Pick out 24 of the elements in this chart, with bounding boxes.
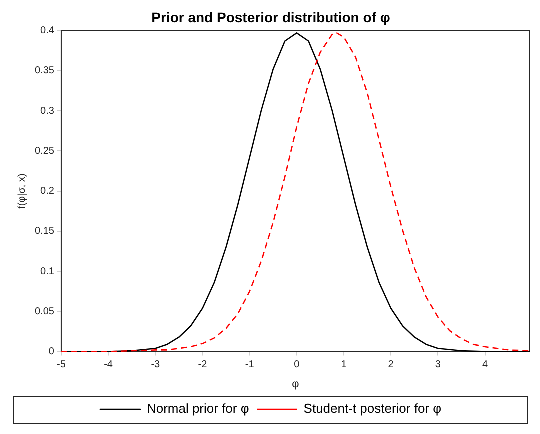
x-tick-label: -2 <box>198 360 208 371</box>
x-tick-label: 4 <box>482 360 488 371</box>
x-tick-label: 0 <box>294 360 300 371</box>
x-tick-label: -5 <box>57 360 66 371</box>
x-tick-label: 3 <box>435 360 442 371</box>
y-tick-label: 0.15 <box>34 226 55 238</box>
chart-title: Prior and Posterior distribution of φ <box>152 9 390 26</box>
y-tick-label: 0.25 <box>34 146 55 157</box>
y-tick-label: 0.4 <box>40 26 55 37</box>
x-tick-label: 1 <box>341 360 348 371</box>
y-axis-title: f(φ|σ, x) <box>16 174 28 209</box>
x-tick-label: -4 <box>104 360 114 371</box>
y-tick-label: 0.35 <box>34 66 55 77</box>
legend-label: Student-t posterior for φ <box>304 401 442 416</box>
x-tick-label: -3 <box>151 360 161 371</box>
x-tick-label: -1 <box>245 360 255 371</box>
y-tick-label: 0.1 <box>40 266 55 278</box>
y-tick-label: 0.05 <box>34 306 55 318</box>
y-tick-label: 0.2 <box>40 186 55 198</box>
y-tick-label: 0 <box>48 346 55 358</box>
x-tick-label: 2 <box>388 360 394 371</box>
x-axis-title: φ <box>292 378 300 390</box>
legend-label: Normal prior for φ <box>146 401 250 416</box>
y-tick-label: 0.3 <box>40 106 55 117</box>
